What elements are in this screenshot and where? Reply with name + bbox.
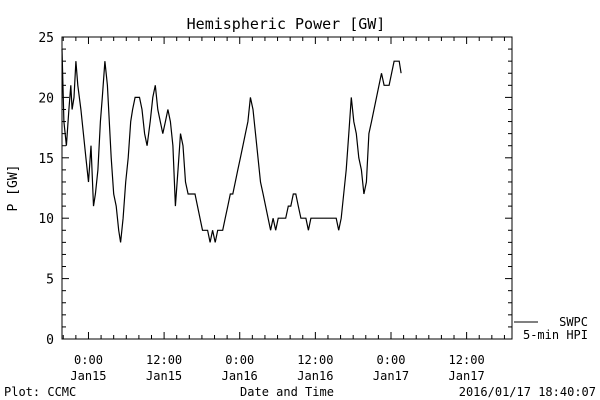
footer-plot-source: Plot: CCMC	[4, 385, 76, 399]
x-tick-time-label: 12:00	[297, 353, 333, 367]
legend: SWPC 5-min HPI	[514, 315, 588, 342]
x-tick-time-label: 0:00	[225, 353, 254, 367]
series-line-hpi	[61, 49, 402, 243]
x-tick-time-label: 12:00	[146, 353, 182, 367]
x-tick-date-label: Jan16	[297, 369, 333, 383]
y-axis-ticks: 0 5 10 15 20 25	[38, 31, 512, 348]
chart-title: Hemispheric Power [GW]	[187, 15, 386, 33]
legend-label-hpi: 5-min HPI	[523, 328, 588, 342]
y-tick-label: 5	[46, 273, 54, 288]
x-tick-date-label: Jan17	[373, 369, 409, 383]
x-axis-label: Date and Time	[240, 385, 334, 399]
x-tick-date-label: Jan17	[449, 369, 485, 383]
x-axis-ticks: 0:00 Jan15 12:00 Jan15 0:00 Jan16 12:00 Jan16 0:…	[62, 37, 505, 383]
legend-label-swpc: SWPC	[559, 315, 588, 329]
x-tick-date-label: Jan16	[222, 369, 258, 383]
series-layer	[61, 49, 402, 243]
x-tick-date-label: Jan15	[70, 369, 106, 383]
x-tick-date-label: Jan15	[146, 369, 182, 383]
y-tick-label: 25	[38, 31, 54, 46]
y-axis-label: P [GW]	[6, 165, 21, 212]
x-tick-time-label: 0:00	[377, 353, 406, 367]
footer-timestamp: 2016/01/17 18:40:07	[459, 385, 596, 399]
x-tick-time-label: 0:00	[74, 353, 103, 367]
y-tick-label: 20	[38, 91, 54, 106]
y-tick-label: 15	[38, 152, 54, 167]
x-tick-time-label: 12:00	[449, 353, 485, 367]
y-tick-label: 10	[38, 212, 54, 227]
plot-frame	[61, 36, 513, 340]
y-tick-label: 0	[46, 333, 54, 348]
